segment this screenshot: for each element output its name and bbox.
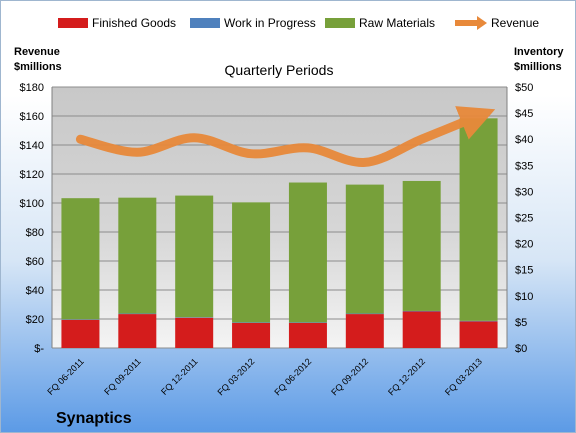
left-tick-label: $180 <box>20 82 44 94</box>
left-tick-label: $80 <box>26 227 44 239</box>
right-tick-label: $0 <box>515 343 527 355</box>
legend-label-revenue: Revenue <box>491 16 539 30</box>
left-tick-label: $- <box>34 343 44 355</box>
x-tick-label: FQ 12-2012 <box>386 356 427 397</box>
right-tick-label: $20 <box>515 239 533 251</box>
right-tick-label: $15 <box>515 265 533 277</box>
bar-work-in-progress <box>232 322 271 323</box>
right-tick-label: $35 <box>515 160 533 172</box>
left-tick-label: $60 <box>26 256 44 268</box>
left-tick-label: $160 <box>20 111 44 123</box>
right-axis-title-line1: Inventory <box>514 46 564 58</box>
right-axis-title-line2: $millions <box>514 61 562 73</box>
bar-raw-materials <box>232 202 271 323</box>
legend-arrow-icon <box>477 16 487 30</box>
bar-work-in-progress <box>402 310 441 312</box>
bar-work-in-progress <box>459 320 498 322</box>
revenue-line <box>75 106 496 167</box>
legend: Finished Goods Work in Progress Raw Materi… <box>58 16 539 30</box>
chart-title: Quarterly Periods <box>225 62 334 78</box>
revenue-line-path <box>75 106 496 167</box>
left-tick-label: $100 <box>20 198 44 210</box>
bar-work-in-progress <box>175 317 214 318</box>
company-name: Synaptics <box>56 410 132 427</box>
bars <box>61 118 498 348</box>
bar-raw-materials <box>402 180 441 311</box>
bar-work-in-progress <box>61 319 100 320</box>
right-tick-label: $45 <box>515 108 533 120</box>
x-tick-label: FQ 06-2011 <box>45 356 86 397</box>
bar-finished-goods <box>345 314 384 348</box>
left-axis-title-line2: $millions <box>14 61 62 73</box>
bar-raw-materials <box>61 198 100 320</box>
left-tick-label: $40 <box>26 285 44 297</box>
x-tick-label: FQ 03-2013 <box>443 356 484 397</box>
x-tick-label: FQ 06-2012 <box>272 356 313 397</box>
bar-finished-goods <box>175 317 214 348</box>
legend-swatch-work-in-progress <box>190 18 220 28</box>
legend-swatch-finished-goods <box>58 18 88 28</box>
right-tick-label: $25 <box>515 213 533 225</box>
bar-work-in-progress <box>118 313 157 315</box>
legend-label-work-in-progress: Work in Progress <box>224 16 316 30</box>
bar-finished-goods <box>288 322 327 348</box>
bar-finished-goods <box>232 322 271 348</box>
bar-finished-goods <box>402 311 441 348</box>
x-tick-label: FQ 09-2011 <box>102 356 143 397</box>
left-tick-label: $20 <box>26 314 44 326</box>
bar-work-in-progress <box>345 313 384 315</box>
right-tick-label: $30 <box>515 186 533 198</box>
bar-finished-goods <box>61 319 100 348</box>
legend-label-raw-materials: Raw Materials <box>359 16 435 30</box>
x-tick-label: FQ 03-2012 <box>215 356 256 397</box>
right-tick-label: $10 <box>515 291 533 303</box>
x-tick-label: FQ 09-2012 <box>329 356 370 397</box>
right-tick-label: $5 <box>515 317 527 329</box>
bar-work-in-progress <box>288 322 327 323</box>
x-tick-label: FQ 12-2011 <box>159 356 200 397</box>
bar-raw-materials <box>459 118 498 321</box>
left-tick-label: $140 <box>20 140 44 152</box>
left-axis-title-line1: Revenue <box>14 46 60 58</box>
right-tick-label: $40 <box>515 134 533 146</box>
bar-raw-materials <box>118 197 157 314</box>
bar-finished-goods <box>118 314 157 348</box>
bar-finished-goods <box>459 321 498 348</box>
bar-raw-materials <box>288 182 327 323</box>
right-tick-label: $50 <box>515 82 533 94</box>
legend-label-finished-goods: Finished Goods <box>92 16 176 30</box>
bar-raw-materials <box>175 195 214 318</box>
legend-swatch-raw-materials <box>325 18 355 28</box>
bar-raw-materials <box>345 184 384 314</box>
left-tick-label: $120 <box>20 169 44 181</box>
